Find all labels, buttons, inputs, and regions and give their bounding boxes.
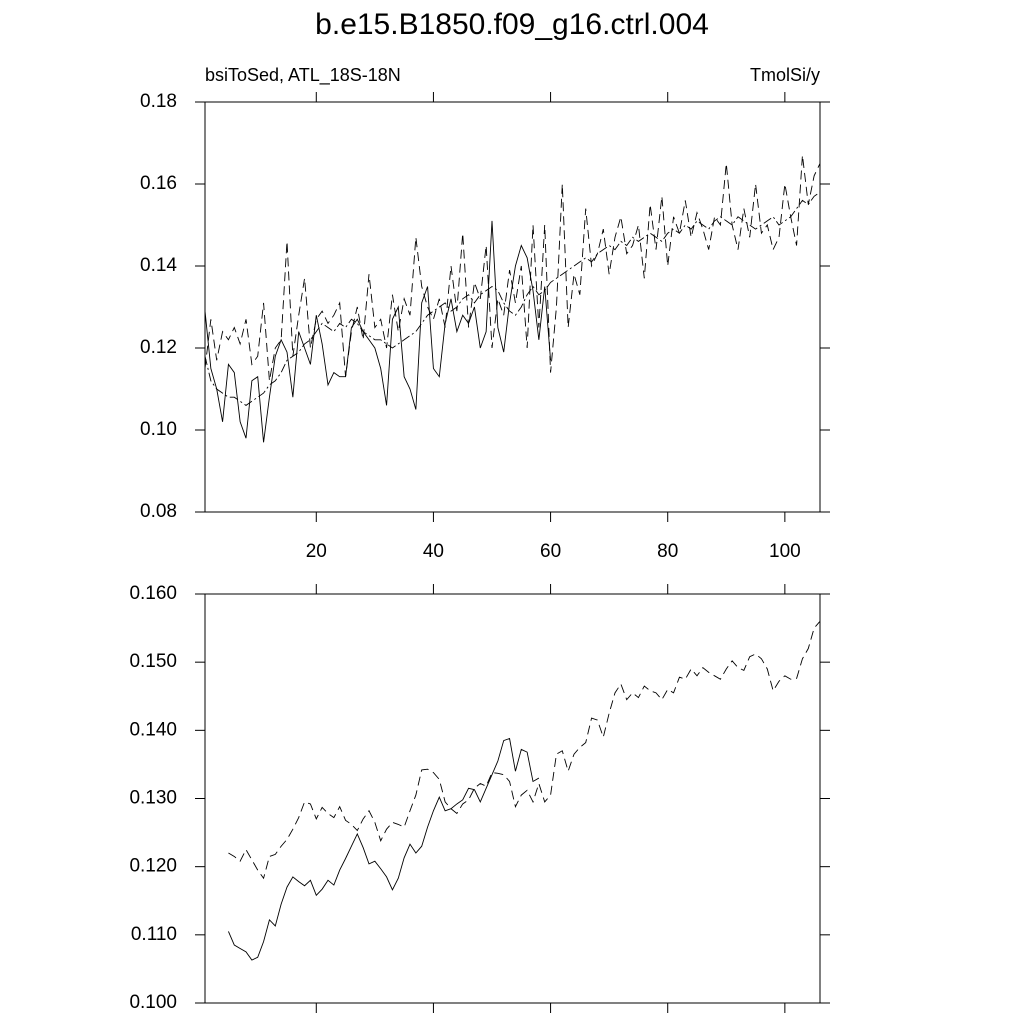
y-tick-label: 0.110 [131, 924, 177, 945]
x-tick-label: 100 [769, 541, 801, 562]
y-tick-label: 0.14 [140, 255, 177, 276]
x-tick-label: 20 [306, 541, 327, 562]
subtitle-right: TmolSi/y [750, 65, 820, 85]
series-line [204, 220, 552, 443]
y-tick-label: 0.120 [129, 856, 177, 877]
y-tick-label: 0.16 [140, 173, 177, 194]
x-tick-label: 80 [657, 541, 678, 562]
y-tick-label: 0.150 [129, 651, 177, 672]
plot-frame [204, 593, 821, 1004]
series-line [204, 155, 821, 381]
y-tick-label: 0.130 [129, 788, 177, 809]
plot-frame [204, 101, 821, 513]
x-tick-label: 40 [423, 541, 444, 562]
y-tick-label: 0.100 [129, 992, 177, 1013]
y-tick-label: 0.160 [129, 583, 177, 604]
chart-title: b.e15.B1850.f09_g16.ctrl.004 [315, 8, 709, 41]
y-tick-label: 0.12 [140, 337, 177, 358]
series-line [204, 191, 821, 406]
series-line [228, 737, 540, 961]
subtitle-left: bsiToSed, ATL_18S-18N [205, 65, 401, 86]
y-tick-label: 0.18 [140, 91, 177, 112]
y-tick-label: 0.140 [129, 719, 177, 740]
y-tick-label: 0.10 [140, 419, 177, 440]
x-tick-label: 60 [540, 541, 561, 562]
series-line [228, 620, 821, 880]
y-tick-label: 0.08 [140, 501, 177, 522]
